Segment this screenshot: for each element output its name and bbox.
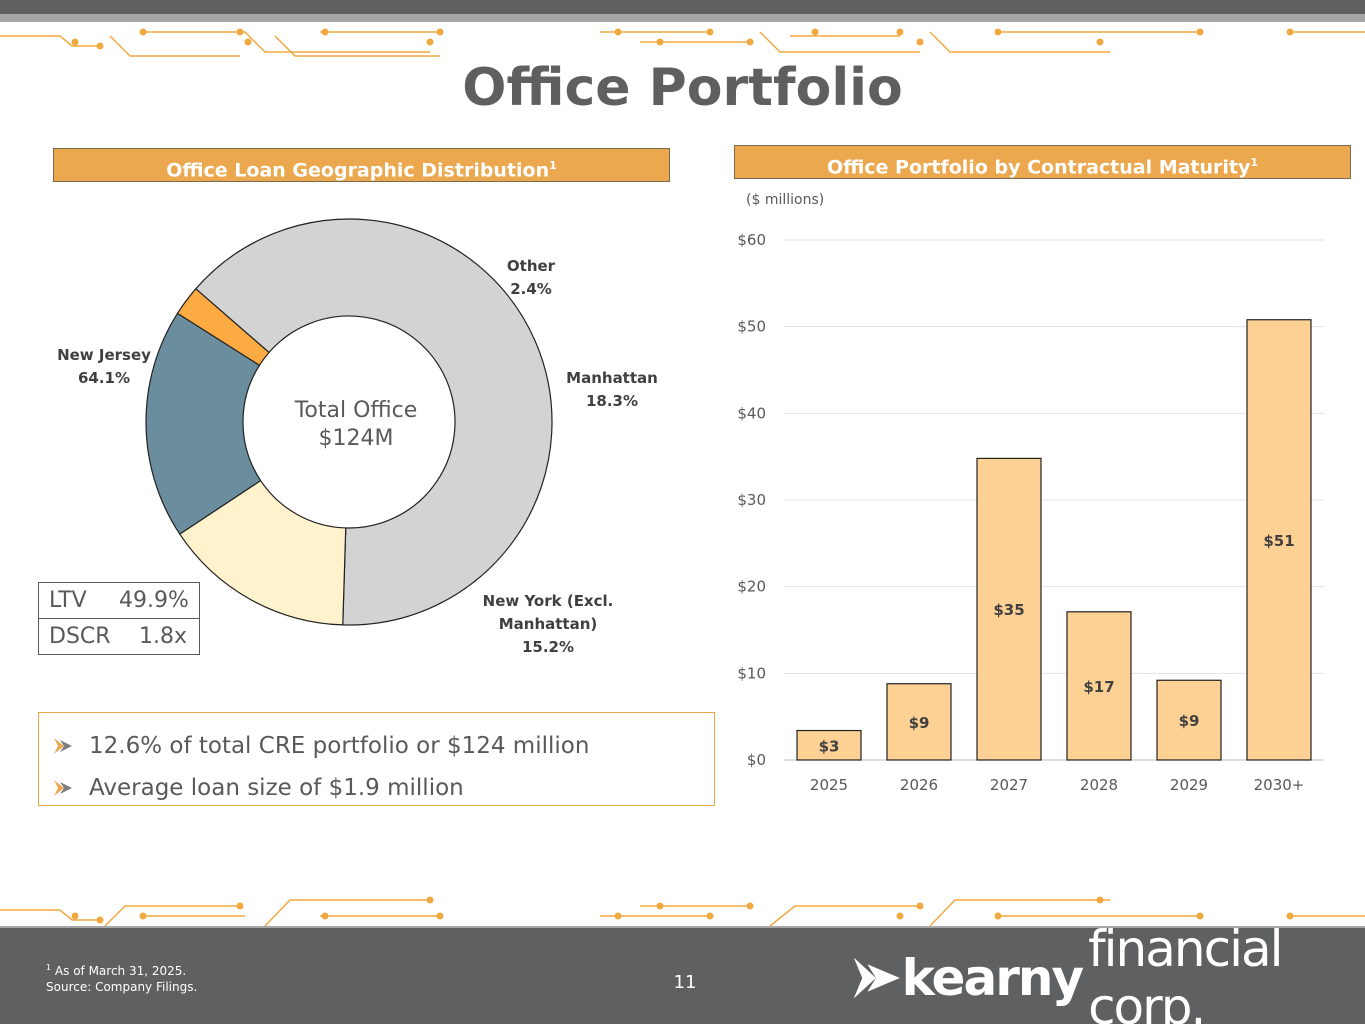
source-text: Source: Company Filings. (46, 980, 198, 994)
bar-2025 (796, 729, 862, 761)
bar-data-label: $51 (1263, 532, 1294, 550)
bar-2027 (976, 457, 1042, 761)
donut-slice-manhattan (145, 312, 262, 535)
top-bar (0, 0, 1365, 14)
x-tick-label: 2025 (810, 776, 848, 794)
donut-label: New Jersey 64.1% (57, 346, 151, 387)
bar-data-label: $17 (1083, 678, 1114, 696)
y-tick-label: $50 (737, 318, 766, 336)
y-tick-label: $40 (737, 404, 766, 422)
footnote-text: As of March 31, 2025. (54, 964, 187, 978)
donut-label: Other 2.4% (507, 257, 556, 298)
y-tick-label: $60 (737, 231, 766, 249)
list-item: Average loan size of $1.9 million (39, 767, 714, 809)
kearny-arrow-logo-icon (853, 957, 900, 999)
donut-label: New York (Excl. Manhattan) 15.2% (483, 592, 614, 656)
x-tick-label: 2029 (1170, 776, 1208, 794)
kpi-row-ltv: LTV 49.9% (39, 583, 199, 618)
highlights-box: 12.6% of total CRE portfolio or $124 mil… (38, 712, 715, 806)
maturity-header-sup: 1 (1250, 156, 1259, 169)
y-tick-label: $10 (737, 664, 766, 682)
page-title: Office Portfolio (462, 58, 903, 118)
kpi-table: LTV 49.9% DSCR 1.8x (38, 582, 200, 655)
y-tick-label: $30 (737, 491, 766, 509)
top-bar-stripe (0, 14, 1365, 22)
kpi-value: 1.8x (139, 624, 188, 649)
bar-data-label: $9 (1179, 712, 1200, 730)
maturity-header-text: Office Portfolio by Contractual Maturity (826, 156, 1251, 179)
kpi-label: DSCR (49, 624, 111, 649)
x-tick-label: 2027 (990, 776, 1028, 794)
footnote-sup: 1 (46, 963, 52, 972)
arrow-bullet-icon (39, 778, 89, 798)
bar-xlabels: 2025 2026 2027 2028 2029 2030+ (810, 776, 1304, 794)
bar-2029 (1156, 679, 1222, 761)
circuit-decoration-bottom (0, 896, 1365, 927)
donut-slices (145, 218, 553, 626)
bullet-text: 12.6% of total CRE portfolio or $124 mil… (89, 733, 590, 759)
bar-chart: ($ millions) $0$10$20$30$40$50$60 $3$9$3… (737, 192, 1324, 794)
donut-slice-new-york-excl-manhattan (178, 479, 347, 626)
donut-center-line1: Total Office (294, 398, 418, 423)
bar-2028 (1066, 611, 1132, 761)
maturity-header: Office Portfolio by Contractual Maturity… (734, 145, 1351, 179)
bar-data-label: $3 (819, 737, 840, 755)
chart-units-note: ($ millions) (746, 192, 824, 208)
bar-data-label: $9 (909, 714, 930, 732)
donut-slice-new-jersey (194, 218, 553, 626)
company-logo: kearny financial corp. (852, 920, 1365, 1036)
x-tick-label: 2030+ (1254, 776, 1305, 794)
kpi-label: LTV (49, 588, 87, 613)
kpi-row-dscr: DSCR 1.8x (39, 618, 199, 654)
donut-center-line2: $124M (319, 426, 394, 451)
x-tick-label: 2028 (1080, 776, 1118, 794)
kpi-value: 49.9% (119, 588, 189, 613)
x-tick-label: 2026 (900, 776, 938, 794)
footer (0, 928, 1365, 1024)
bar-data-label: $35 (993, 601, 1024, 619)
geo-distribution-header: Office Loan Geographic Distribution1 (53, 148, 670, 182)
bar-bars: $3 $9 $35 $17 $9 $51 (796, 319, 1312, 761)
page-number: 11 (673, 972, 697, 993)
bar-2030+ (1246, 319, 1312, 761)
footnote: 1 As of March 31, 2025. Source: Company … (46, 960, 197, 995)
arrow-bullet-icon (39, 736, 89, 756)
bar-2026 (886, 683, 952, 761)
y-tick-label: $0 (747, 751, 766, 769)
logo-text-bold: kearny (901, 949, 1084, 1007)
geo-distribution-header-sup: 1 (549, 159, 557, 172)
logo-text-light: financial corp. (1088, 920, 1283, 1036)
y-tick-label: $20 (737, 578, 766, 596)
donut-label: Manhattan 18.3% (566, 369, 658, 410)
donut-slice-other (176, 287, 270, 367)
bar-grid: $0 $10 $20 $30 $40 $50 $60 (737, 231, 1324, 769)
bullet-text: Average loan size of $1.9 million (89, 775, 464, 801)
geo-distribution-header-text: Office Loan Geographic Distribution (166, 159, 550, 182)
donut-chart: New Jersey 64.1% New York (Excl. Manhattan)… (57, 218, 658, 656)
donut-labels: New Jersey 64.1% New York (Excl. Manhattan)… (57, 257, 658, 656)
circuit-decoration-top (0, 28, 1365, 57)
list-item: 12.6% of total CRE portfolio or $124 mil… (39, 725, 714, 767)
